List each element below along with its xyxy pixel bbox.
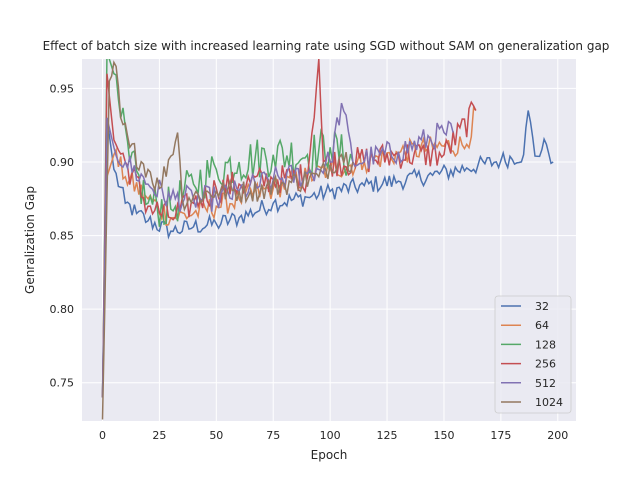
- series-line-32: [101, 110, 554, 398]
- legend-label: 1024: [535, 396, 563, 409]
- legend-label: 512: [535, 377, 556, 390]
- legend-label: 32: [535, 300, 549, 313]
- x-tick-label: 50: [209, 429, 223, 442]
- legend-label: 256: [535, 358, 556, 371]
- y-axis-label: Genralization Gap: [23, 186, 37, 294]
- grid: [82, 59, 576, 421]
- series-line-1024: [101, 60, 354, 420]
- plot-area: [82, 59, 576, 421]
- x-tick-label: 175: [490, 429, 511, 442]
- y-tick-label: 0.95: [50, 82, 75, 95]
- y-tick-label: 0.85: [50, 230, 75, 243]
- x-tick-label: 125: [377, 429, 398, 442]
- y-tick-label: 0.80: [50, 303, 75, 316]
- legend: 32 64 128 256 512 1024: [494, 295, 572, 414]
- x-tick-label: 75: [266, 429, 280, 442]
- chart-title: Effect of batch size with increased lear…: [43, 39, 610, 53]
- ticks: 0 25 50 75 100 125 150 175 200 0.75 0.80 0.85 0.90 0.…: [50, 82, 569, 442]
- x-tick-label: 25: [152, 429, 166, 442]
- legend-label: 128: [535, 338, 556, 351]
- x-tick-label: 100: [320, 429, 341, 442]
- x-axis-label: Epoch: [311, 448, 348, 462]
- x-tick-label: 0: [99, 429, 106, 442]
- series-line-512: [101, 102, 454, 398]
- series-line-256: [101, 59, 477, 398]
- series-layer: [101, 59, 554, 420]
- y-tick-label: 0.90: [50, 156, 75, 169]
- y-tick-label: 0.75: [50, 377, 75, 390]
- x-tick-label: 150: [433, 429, 454, 442]
- x-tick-label: 200: [547, 429, 568, 442]
- legend-label: 64: [535, 319, 549, 332]
